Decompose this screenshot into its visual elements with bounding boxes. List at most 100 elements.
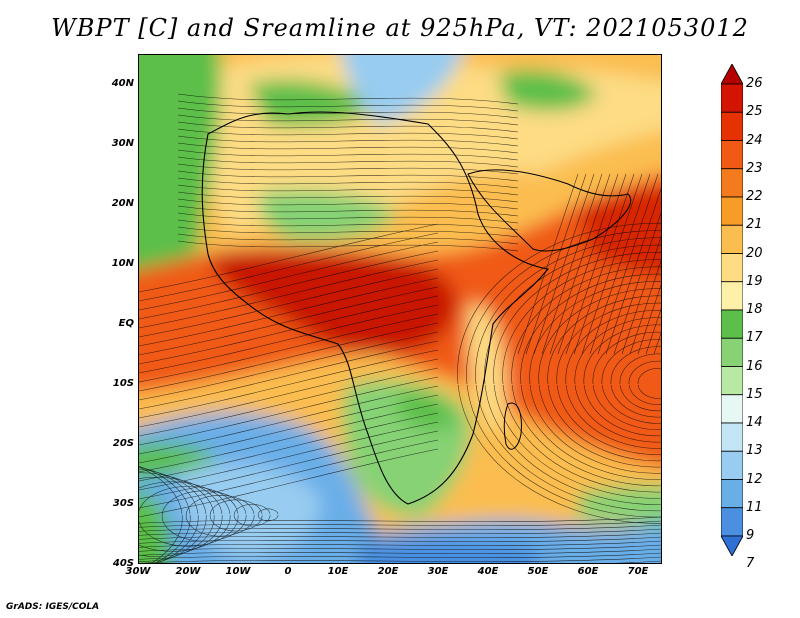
colorbar-swatch: [721, 111, 743, 141]
streamline: [138, 232, 439, 302]
colorbar-swatch: [721, 281, 743, 311]
streamline: [161, 490, 247, 542]
lon-tick-label: 40E: [477, 566, 499, 577]
colorbar-label: 26: [746, 76, 763, 91]
streamline: [517, 173, 579, 355]
streamline: [138, 536, 662, 544]
lon-tick-label: 50E: [527, 566, 549, 577]
colorbar-swatch: [721, 168, 743, 198]
streamline: [583, 324, 662, 437]
streamline: [177, 93, 519, 105]
streamline: [138, 477, 223, 557]
streamline: [601, 339, 662, 424]
streamline: [589, 173, 651, 355]
streamline: [138, 295, 439, 365]
lon-tick-label: 0: [284, 566, 292, 577]
streamline: [138, 403, 439, 473]
colorbar-label: 22: [746, 189, 763, 204]
streamline: [138, 465, 191, 564]
coastline: [201, 111, 550, 505]
streamline: [529, 281, 662, 474]
lat-tick-label: 10N: [111, 258, 134, 269]
streamline: [138, 544, 662, 552]
streamline: [628, 360, 662, 405]
streamline: [177, 226, 519, 238]
streamline: [138, 223, 439, 293]
streamline: [138, 516, 662, 524]
streamline: [177, 142, 519, 154]
streamline: [573, 173, 635, 355]
streamline: [177, 198, 519, 210]
streamline: [525, 173, 587, 355]
colorbar-label: 23: [746, 160, 763, 176]
colorbar-label: 25: [746, 104, 763, 120]
streamline: [177, 170, 519, 182]
colorbar-swatch: [721, 196, 743, 226]
streamline: [138, 259, 439, 329]
streamline: [257, 508, 279, 522]
streamline: [138, 376, 439, 446]
streamline: [138, 481, 231, 552]
colorbar: [721, 64, 743, 556]
streamline: [138, 385, 439, 455]
colorbar-swatch: [721, 394, 743, 424]
streamline: [629, 257, 662, 355]
colorbar-label: 15: [746, 386, 763, 402]
colorbar-label: 12: [746, 471, 763, 487]
streamline: [138, 331, 439, 401]
streamline: [177, 177, 519, 189]
streamline: [233, 504, 271, 527]
streamline: [466, 230, 662, 518]
streamline: [581, 173, 643, 355]
streamline: [138, 313, 439, 383]
streamline: [547, 295, 662, 462]
colorbar-label: 9: [746, 528, 755, 543]
colorbar-label: 13: [746, 443, 763, 459]
lat-tick-label: 10S: [112, 378, 134, 389]
colorbar-label: 17: [746, 330, 763, 346]
streamline: [619, 353, 662, 412]
streamline: [138, 548, 662, 556]
streamline: [138, 367, 439, 437]
streamline: [138, 466, 199, 564]
colorbar-swatch: [721, 535, 743, 556]
streamline: [511, 266, 662, 487]
streamline: [177, 191, 519, 203]
colorbar-swatch: [721, 83, 743, 113]
lat-tick-label: 40N: [111, 78, 134, 89]
colorbar-swatch: [721, 337, 743, 367]
streamline: [177, 212, 519, 224]
streamline: [138, 430, 439, 500]
streamline: [138, 304, 439, 374]
lat-tick-label: 20S: [112, 438, 134, 449]
lon-tick-label: 20E: [377, 566, 399, 577]
streamline: [138, 528, 662, 536]
colorbar-swatch: [721, 309, 743, 339]
streamline: [177, 100, 519, 112]
streamline: [565, 310, 662, 449]
colorbar-label: 19: [746, 273, 763, 289]
lat-tick-label: EQ: [118, 318, 134, 329]
streamline: [209, 499, 263, 532]
colorbar-label: 20: [746, 245, 763, 261]
colorbar-swatch: [721, 64, 743, 85]
streamline: [138, 286, 439, 356]
streamline: [138, 349, 439, 419]
streamline: [138, 520, 662, 528]
lon-tick-label: 30E: [427, 566, 449, 577]
colorbar-label: 11: [746, 499, 763, 515]
streamline: [484, 244, 662, 505]
colorbar-label: 14: [746, 415, 763, 430]
streamline: [605, 185, 662, 355]
colorbar-swatch: [721, 479, 743, 509]
streamline: [177, 240, 519, 252]
streamline: [574, 317, 662, 443]
streamline: [637, 281, 662, 355]
lat-tick-label: 20N: [111, 198, 134, 209]
streamline: [475, 237, 662, 512]
map-plot: [138, 54, 662, 564]
streamline: [177, 121, 519, 133]
arabia-coast: [467, 169, 631, 252]
streamline: [138, 421, 439, 491]
streamline: [637, 368, 662, 399]
